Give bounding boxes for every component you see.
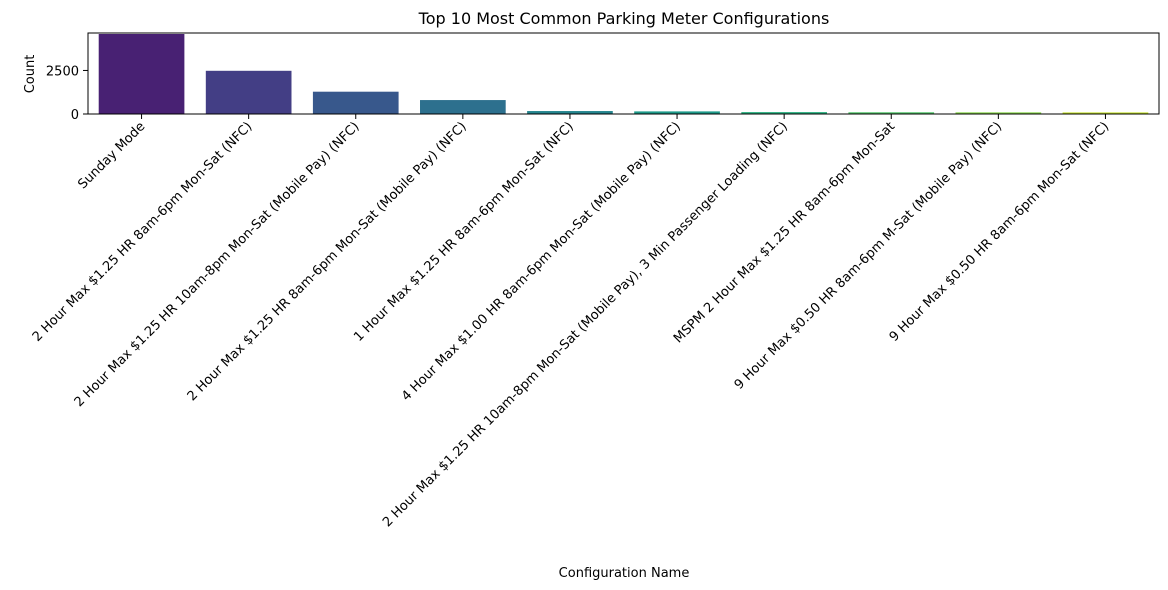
x-axis-label: Configuration Name (559, 566, 690, 581)
bar-6 (634, 111, 720, 114)
bar-4 (420, 100, 506, 114)
x-tick-label: 1 Hour Max $1.25 HR 8am-6pm Mon-Sat (NFC… (351, 119, 577, 345)
bar-2 (205, 70, 292, 114)
bar-3 (312, 91, 399, 114)
y-axis-label: Count (23, 55, 38, 94)
bar-5 (527, 111, 613, 114)
x-tick-label: Sunday Mode (75, 119, 148, 192)
x-tick-label: 2 Hour Max $1.25 HR 8am-6pm Mon-Sat (NFC… (30, 119, 256, 345)
bar-1 (98, 34, 185, 114)
bar-10 (1062, 112, 1149, 114)
y-tick-label: 0 (71, 108, 79, 123)
bar-9 (955, 112, 1042, 114)
x-tick-label: 2 Hour Max $1.25 HR 10am-8pm Mon-Sat (Mo… (380, 119, 791, 530)
bar-8 (848, 112, 935, 114)
y-tick-label: 2500 (46, 64, 79, 79)
y-axis-ticks: 0 2500 (46, 64, 88, 123)
chart-title: Top 10 Most Common Parking Meter Configu… (418, 9, 830, 28)
bar-7 (741, 112, 827, 114)
x-tick-label: MSPM 2 Hour Max $1.25 HR 8am-6pm Mon-Sat (671, 119, 898, 346)
bars-group (98, 34, 1149, 114)
x-tick-label: 9 Hour Max $0.50 HR 8am-6pm Mon-Sat (NFC… (887, 119, 1113, 345)
plot-frame (87, 32, 1160, 115)
